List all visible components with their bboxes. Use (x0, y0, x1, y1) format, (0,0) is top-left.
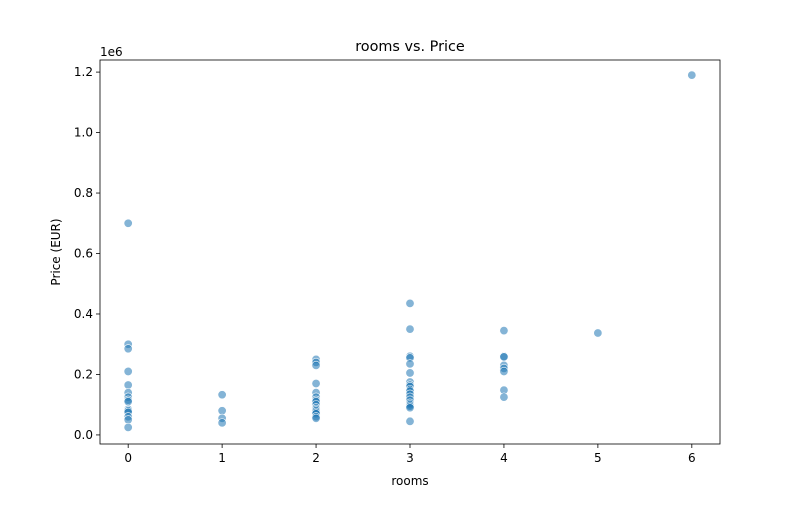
y-tick-label: 1.0 (74, 126, 93, 140)
data-point (405, 416, 415, 426)
data-point (311, 413, 321, 423)
y-axis-label: Price (EUR) (49, 218, 63, 285)
data-point (123, 397, 133, 407)
y-axis-ticks: 0.0 0.2 0.4 0.6 0.8 1.0 1.2 (74, 65, 100, 442)
data-point (405, 298, 415, 308)
chart-title: rooms vs. Price (355, 39, 465, 55)
data-point (311, 379, 321, 389)
data-point (123, 344, 133, 354)
data-point (499, 392, 509, 402)
plot-area-frame (99, 59, 721, 445)
data-point (123, 380, 133, 390)
data-point (123, 422, 133, 432)
x-tick-label: 0 (124, 451, 132, 465)
data-point (405, 324, 415, 334)
y-tick-label: 0.4 (74, 307, 93, 321)
data-point (123, 218, 133, 228)
data-point (123, 415, 133, 425)
y-axis-offset-label: 1e6 (100, 45, 123, 59)
data-point (499, 366, 509, 376)
data-point (217, 406, 227, 416)
data-point (499, 352, 509, 362)
x-axis-ticks: 0 1 2 3 4 5 6 (124, 444, 696, 465)
y-tick-label: 0.8 (74, 186, 93, 200)
x-tick-label: 6 (688, 451, 696, 465)
data-point (687, 70, 697, 80)
data-point (311, 360, 321, 370)
data-point (217, 418, 227, 428)
x-tick-label: 3 (406, 451, 414, 465)
x-tick-label: 2 (312, 451, 320, 465)
data-points (123, 70, 697, 432)
x-axis-label: rooms (391, 474, 428, 488)
data-point (217, 390, 227, 400)
x-tick-label: 1 (218, 451, 226, 465)
data-point (593, 328, 603, 338)
data-point (405, 359, 415, 369)
data-point (405, 403, 415, 413)
data-point (123, 366, 133, 376)
x-tick-label: 5 (594, 451, 602, 465)
data-point (499, 326, 509, 336)
y-tick-label: 0.0 (74, 428, 93, 442)
y-tick-label: 1.2 (74, 65, 93, 79)
y-tick-label: 0.6 (74, 247, 93, 261)
data-point (405, 368, 415, 378)
x-tick-label: 4 (500, 451, 508, 465)
y-tick-label: 0.2 (74, 367, 93, 381)
